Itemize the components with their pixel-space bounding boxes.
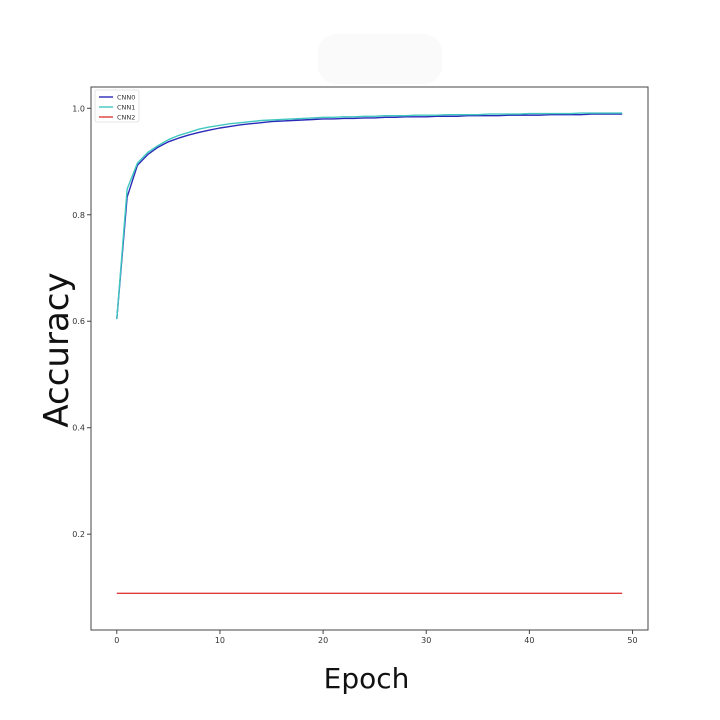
legend-label-cnn2: CNN2 <box>117 114 135 122</box>
x-tick-label: 10 <box>215 636 225 645</box>
x-tick-label: 30 <box>421 636 431 645</box>
y-tick-label: 0.2 <box>72 530 85 539</box>
x-tick-label: 40 <box>524 636 534 645</box>
y-axis-title: Accuracy <box>37 272 77 428</box>
series-line-cnn1 <box>116 112 623 320</box>
x-tick-label: 50 <box>627 636 637 645</box>
legend-label-cnn0: CNN0 <box>117 94 135 102</box>
y-tick-label: 0.4 <box>72 424 85 433</box>
legend-label-cnn1: CNN1 <box>117 104 135 112</box>
x-axis-title: Epoch <box>323 662 410 695</box>
series-line-cnn0 <box>116 113 623 320</box>
x-tick-label: 20 <box>318 636 328 645</box>
y-tick-label: 1.0 <box>72 104 85 113</box>
y-tick-label: 0.8 <box>72 211 85 220</box>
faint-blurred-patch <box>318 34 442 84</box>
y-tick-label: 0.6 <box>72 317 85 326</box>
legend-box <box>94 89 140 123</box>
plot-frame <box>90 86 649 631</box>
x-tick-label: 0 <box>114 636 119 645</box>
